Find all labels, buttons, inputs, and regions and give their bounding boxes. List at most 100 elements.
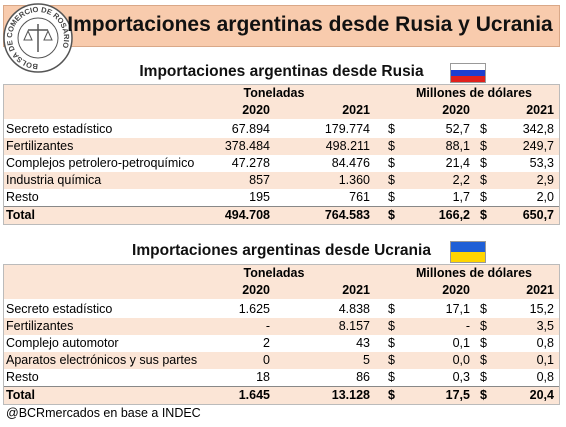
currency: $ — [388, 190, 395, 204]
header-row: Toneladas Millones de dólares — [4, 265, 559, 282]
cell-value: 0,8 — [536, 370, 554, 384]
currency: $ — [388, 319, 395, 333]
row-label: Resto — [6, 370, 39, 384]
data-row: Fertilizantes -8.157 $ - $3,5 — [4, 318, 559, 335]
year-header: 2021 — [526, 283, 554, 297]
row-label: Complejo automotor — [6, 336, 119, 350]
currency: $ — [388, 353, 395, 367]
cell-value: 8.157 — [338, 319, 370, 333]
currency: $ — [480, 319, 487, 333]
cell-value: 378.484 — [224, 139, 270, 153]
currency: $ — [388, 388, 395, 402]
cell-value: 52,7 — [445, 122, 470, 136]
cell-value: - — [465, 319, 470, 333]
row-label: Aparatos electrónicos y sus partes — [6, 353, 198, 367]
cell-value: 2,0 — [536, 190, 554, 204]
cell-value: 0,8 — [536, 336, 554, 350]
currency: $ — [388, 122, 395, 136]
currency: $ — [388, 208, 395, 222]
data-row: Resto 195 761 $1,7 $2,0 — [4, 189, 559, 206]
cell-value: 764.583 — [324, 208, 370, 222]
cell-value: 342,8 — [522, 122, 554, 136]
currency: $ — [480, 190, 487, 204]
section-title: Importaciones argentinas desde Ucrania — [132, 242, 431, 259]
cell-value: 179.774 — [324, 122, 370, 136]
data-row: Secreto estadístico 67.894 179.774 $52,7 $34… — [4, 121, 559, 138]
cell-value: 67.894 — [231, 122, 270, 136]
year-header: 2020 — [442, 283, 470, 297]
cell-value: 195 — [249, 190, 270, 204]
row-label: Secreto estadístico — [6, 302, 113, 316]
currency: $ — [480, 173, 487, 187]
currency: $ — [480, 139, 487, 153]
cell-value: 5 — [363, 353, 370, 367]
row-label: Total — [6, 208, 35, 222]
currency: $ — [388, 156, 395, 170]
year-header: 2021 — [342, 283, 370, 297]
year-header: 2020 — [442, 103, 470, 117]
cell-value: 84.476 — [331, 156, 370, 170]
data-row: Aparatos electrónicos y sus partes 0 5 $0,0… — [4, 352, 559, 369]
section-title: Importaciones argentinas desde Rusia — [139, 63, 424, 80]
cell-value: 0,1 — [452, 336, 470, 350]
group-header: Toneladas — [243, 86, 305, 100]
cell-value: 13.128 — [331, 388, 370, 402]
cell-value: 2,9 — [536, 173, 554, 187]
cell-value: 1,7 — [452, 190, 470, 204]
cell-value: 20,4 — [529, 388, 554, 402]
currency: $ — [388, 302, 395, 316]
year-header: 2021 — [342, 103, 370, 117]
flag-russia — [450, 63, 486, 83]
cell-value: 0,1 — [536, 353, 554, 367]
cell-value: 1.645 — [238, 388, 270, 402]
cell-value: 494.708 — [224, 208, 270, 222]
cell-value: 86 — [356, 370, 370, 384]
data-row: Secreto estadístico 1.625 4.838 $17,1 $15,2 — [4, 301, 559, 318]
cell-value: 21,4 — [445, 156, 470, 170]
currency: $ — [388, 173, 395, 187]
cell-value: 1.360 — [338, 173, 370, 187]
data-row: Fertilizantes 378.484 498.211 $88,1 $249,7 — [4, 138, 559, 155]
group-header: Millones de dólares — [415, 86, 532, 100]
cell-value: 498.211 — [325, 139, 370, 153]
cell-value: 0 — [263, 353, 270, 367]
cell-value: 43 — [356, 336, 370, 350]
row-label: Fertilizantes — [6, 139, 74, 153]
row-label: Total — [6, 388, 35, 402]
cell-value: 53,3 — [529, 156, 554, 170]
row-label: Fertilizantes — [6, 319, 74, 333]
row-label: Resto — [6, 190, 39, 204]
cell-value: 650,7 — [522, 208, 554, 222]
total-row: Total 1.645 13.128 $17,5 $20,4 — [4, 386, 559, 404]
currency: $ — [480, 336, 487, 350]
page-title: Importaciones argentinas desde Rusia y U… — [67, 13, 553, 36]
cell-value: 88,1 — [445, 139, 470, 153]
year-header: 2021 — [526, 103, 554, 117]
header-row: 2020 2021 2020 2021 — [4, 282, 559, 299]
cell-value: 0,3 — [452, 370, 470, 384]
flag-ukraine — [450, 241, 486, 263]
footer: @BCRmercados en base a INDEC — [6, 406, 201, 420]
cell-value: 18 — [256, 370, 270, 384]
currency: $ — [480, 388, 487, 402]
data-row: Resto 18 86 $0,3 $0,8 — [4, 369, 559, 386]
cell-value: 4.838 — [338, 302, 370, 316]
group-header: Toneladas — [243, 266, 305, 280]
cell-value: 17,1 — [445, 302, 470, 316]
currency: $ — [388, 370, 395, 384]
cell-value: 17,5 — [445, 388, 470, 402]
cell-value: 2 — [263, 336, 270, 350]
cell-value: - — [265, 319, 270, 333]
cell-value: 857 — [249, 173, 270, 187]
title-bar — [3, 5, 560, 47]
table-russia — [3, 84, 560, 225]
data-row: Industria química 857 1.360 $2,2 $2,9 — [4, 172, 559, 189]
currency: $ — [480, 208, 487, 222]
currency: $ — [480, 370, 487, 384]
cell-value: 249,7 — [522, 139, 554, 153]
row-label: Secreto estadístico — [6, 122, 113, 136]
cell-value: 1.625 — [238, 302, 270, 316]
currency: $ — [480, 122, 487, 136]
currency: $ — [388, 336, 395, 350]
